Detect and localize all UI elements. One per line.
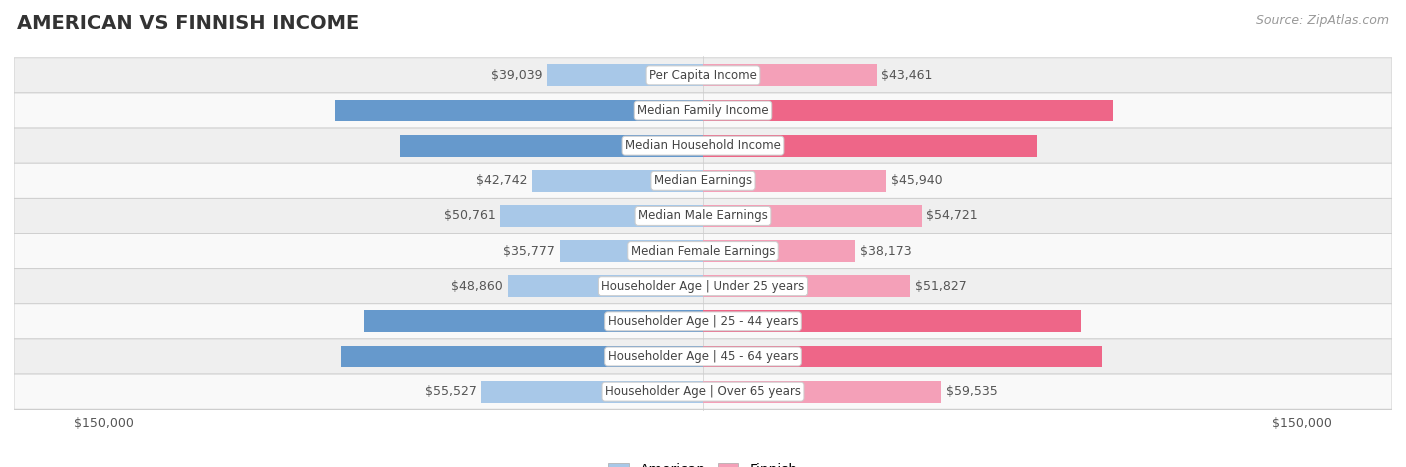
- FancyBboxPatch shape: [14, 93, 1392, 128]
- Text: Median Family Income: Median Family Income: [637, 104, 769, 117]
- Text: $45,940: $45,940: [891, 174, 943, 187]
- Bar: [508, 276, 703, 297]
- Text: $84,791: $84,791: [693, 315, 749, 328]
- Bar: [703, 205, 921, 227]
- Bar: [703, 381, 941, 403]
- Bar: [703, 64, 876, 86]
- Bar: [703, 346, 1102, 368]
- Bar: [703, 135, 1036, 156]
- Text: $75,932: $75,932: [695, 139, 751, 152]
- Text: $90,536: $90,536: [692, 350, 749, 363]
- Bar: [547, 64, 703, 86]
- Text: $92,096: $92,096: [692, 104, 749, 117]
- Text: $83,607: $83,607: [657, 139, 713, 152]
- Text: $43,461: $43,461: [882, 69, 932, 82]
- Bar: [560, 240, 703, 262]
- FancyBboxPatch shape: [14, 163, 1392, 198]
- FancyBboxPatch shape: [14, 304, 1392, 339]
- Text: $48,860: $48,860: [451, 280, 503, 293]
- Text: $54,721: $54,721: [927, 209, 979, 222]
- Text: $94,610: $94,610: [658, 315, 714, 328]
- Bar: [533, 170, 703, 191]
- Bar: [703, 170, 886, 191]
- FancyBboxPatch shape: [14, 234, 1392, 269]
- FancyBboxPatch shape: [14, 58, 1392, 93]
- Text: Median Earnings: Median Earnings: [654, 174, 752, 187]
- Bar: [703, 99, 1114, 121]
- FancyBboxPatch shape: [14, 339, 1392, 374]
- Text: AMERICAN VS FINNISH INCOME: AMERICAN VS FINNISH INCOME: [17, 14, 359, 33]
- Bar: [703, 240, 855, 262]
- FancyBboxPatch shape: [14, 374, 1392, 409]
- Text: Householder Age | 45 - 64 years: Householder Age | 45 - 64 years: [607, 350, 799, 363]
- Text: $99,904: $99,904: [658, 350, 716, 363]
- Bar: [342, 346, 703, 368]
- Text: $59,535: $59,535: [946, 385, 997, 398]
- Bar: [364, 311, 703, 332]
- Text: Householder Age | Under 25 years: Householder Age | Under 25 years: [602, 280, 804, 293]
- Text: $42,742: $42,742: [477, 174, 527, 187]
- Bar: [703, 311, 1081, 332]
- Text: Median Female Earnings: Median Female Earnings: [631, 245, 775, 258]
- FancyBboxPatch shape: [14, 198, 1392, 234]
- Text: Source: ZipAtlas.com: Source: ZipAtlas.com: [1256, 14, 1389, 27]
- Text: $39,039: $39,039: [491, 69, 543, 82]
- FancyBboxPatch shape: [14, 269, 1392, 304]
- Text: Median Household Income: Median Household Income: [626, 139, 780, 152]
- Legend: American, Finnish: American, Finnish: [603, 457, 803, 467]
- Bar: [501, 205, 703, 227]
- Bar: [335, 99, 703, 121]
- Text: Median Male Earnings: Median Male Earnings: [638, 209, 768, 222]
- Text: $50,761: $50,761: [444, 209, 495, 222]
- Text: $55,527: $55,527: [425, 385, 477, 398]
- FancyBboxPatch shape: [14, 128, 1392, 163]
- Bar: [399, 135, 703, 156]
- Text: Householder Age | 25 - 44 years: Householder Age | 25 - 44 years: [607, 315, 799, 328]
- Bar: [481, 381, 703, 403]
- Text: $51,827: $51,827: [915, 280, 966, 293]
- Text: Per Capita Income: Per Capita Income: [650, 69, 756, 82]
- Text: $38,173: $38,173: [860, 245, 912, 258]
- Text: Householder Age | Over 65 years: Householder Age | Over 65 years: [605, 385, 801, 398]
- Text: $102,676: $102,676: [650, 104, 716, 117]
- Text: $35,777: $35,777: [503, 245, 555, 258]
- Bar: [703, 276, 910, 297]
